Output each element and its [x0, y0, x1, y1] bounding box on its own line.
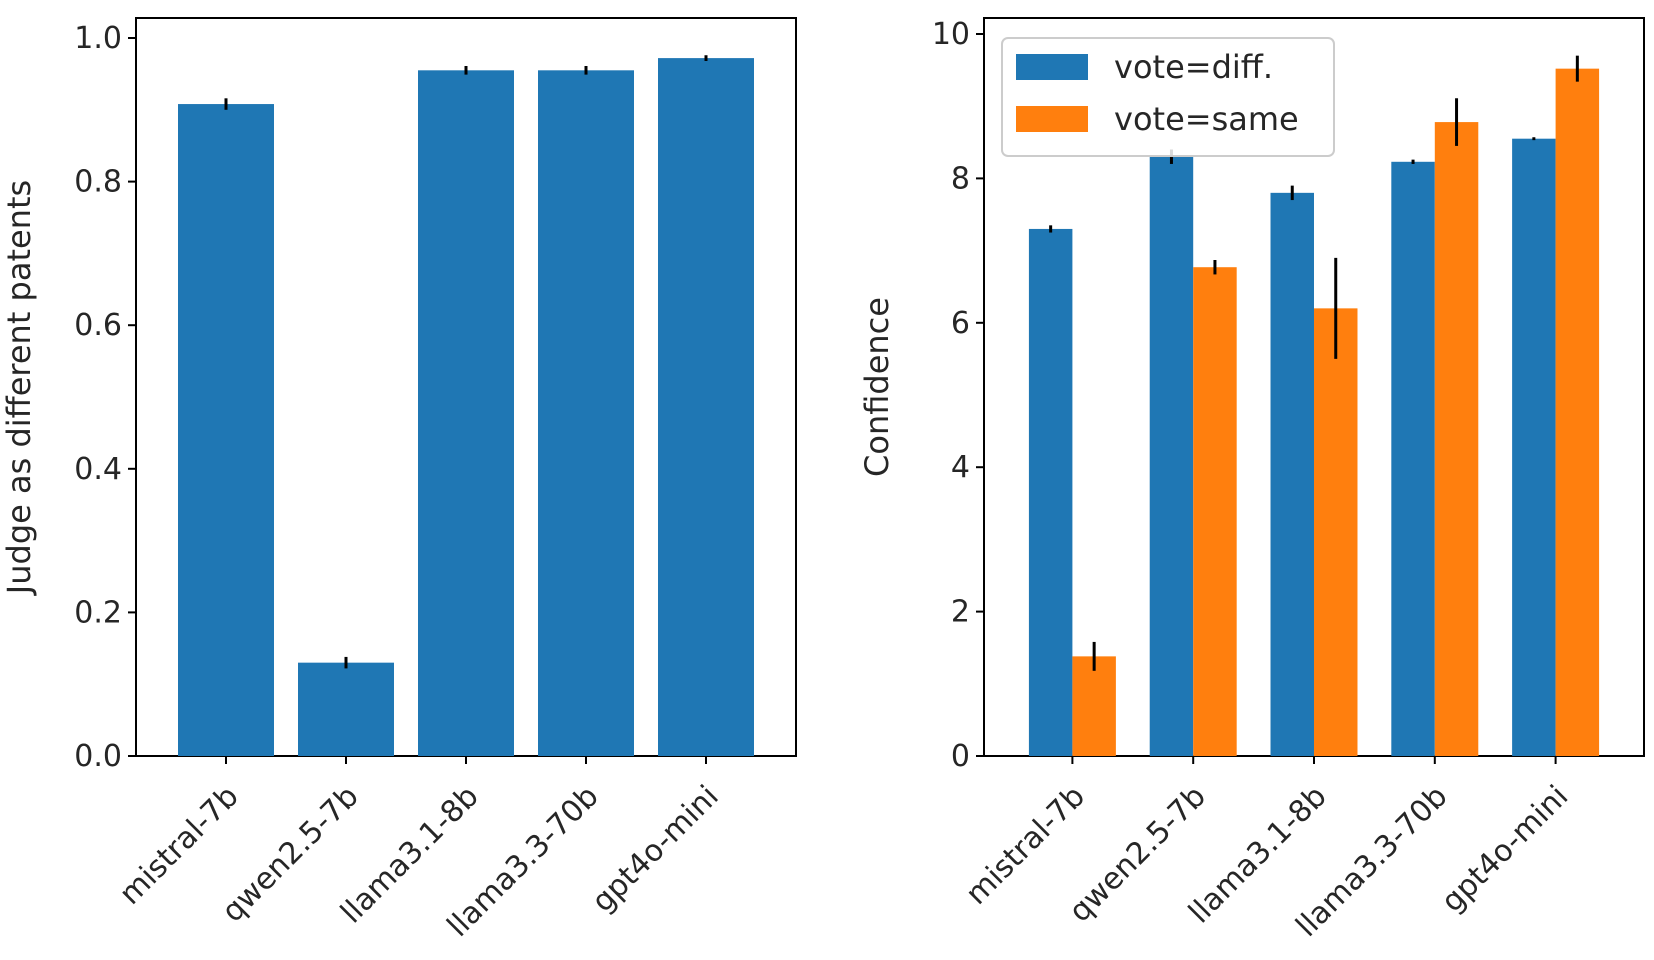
y-tick-label: 0.8 [74, 165, 122, 200]
bar-llama3.3-70b [538, 70, 634, 756]
x-tick-label: gpt4o-mini [585, 779, 725, 919]
bar-same-mistral-7b [1072, 656, 1116, 756]
y-tick-label: 6 [951, 306, 970, 341]
y-axis-label: Confidence [858, 297, 896, 477]
chart-confidence: 0246810mistral-7bqwen2.5-7bllama3.1-8bll… [858, 17, 1645, 944]
bar-diff-mistral-7b [1028, 228, 1073, 756]
bar-diff-gpt4o-mini [1512, 138, 1556, 756]
legend-swatch-diff [1016, 54, 1088, 80]
bar-same-llama3.3-70b [1434, 122, 1479, 757]
legend-label-same: vote=same [1114, 100, 1299, 138]
legend: vote=diff. vote=same [1001, 37, 1335, 157]
bar-diff-llama3.1-8b [1270, 192, 1314, 757]
y-axis-label: Judge as different patents [0, 180, 38, 596]
y-tick-label: 10 [932, 17, 970, 52]
y-tick-label: 1.0 [74, 21, 122, 56]
legend-label-diff: vote=diff. [1114, 48, 1273, 86]
bar-llama3.1-8b [418, 70, 514, 756]
bar-same-llama3.1-8b [1314, 308, 1358, 756]
bar-gpt4o-mini [658, 58, 754, 756]
bar-diff-qwen2.5-7b [1149, 156, 1194, 757]
y-tick-label: 0.4 [74, 452, 122, 487]
bar-same-gpt4o-mini [1555, 68, 1600, 756]
legend-swatch-same [1016, 106, 1088, 132]
y-tick-label: 0.2 [74, 595, 122, 630]
y-tick-label: 8 [951, 161, 970, 196]
y-tick-label: 4 [951, 450, 970, 485]
y-tick-label: 0.6 [74, 308, 122, 343]
x-tick-label: mistral-7b [959, 779, 1092, 912]
x-tick-label: gpt4o-mini [1435, 779, 1575, 919]
y-tick-label: 2 [951, 595, 970, 630]
x-tick-label: mistral-7b [113, 779, 246, 912]
bar-diff-llama3.3-70b [1391, 161, 1435, 756]
y-tick-label: 0.0 [74, 739, 122, 774]
bar-same-qwen2.5-7b [1193, 267, 1237, 756]
y-tick-label: 0 [951, 739, 970, 774]
chart-judge-different: 0.00.20.40.60.81.0mistral-7bqwen2.5-7bll… [0, 17, 797, 944]
bar-qwen2.5-7b [298, 662, 394, 756]
bar-mistral-7b [178, 104, 274, 756]
